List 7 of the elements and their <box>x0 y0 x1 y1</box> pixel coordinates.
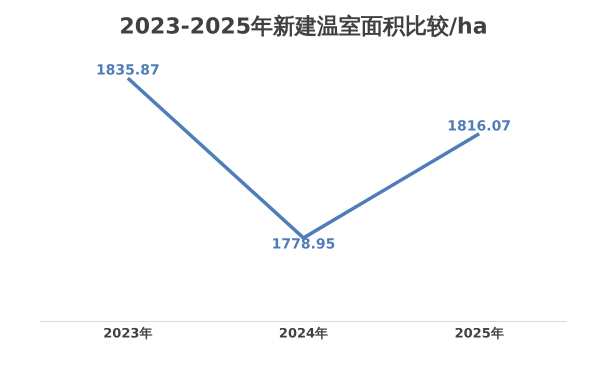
data-label: 1778.95 <box>272 236 336 252</box>
x-tick-label: 2023年 <box>103 326 152 342</box>
data-label: 1816.07 <box>447 118 512 134</box>
chart-title: 2023-2025年新建温室面积比较/ha <box>119 14 488 40</box>
x-tick-label: 2024年 <box>278 326 328 342</box>
data-label: 1835.87 <box>96 62 160 79</box>
x-tick-label: 2025年 <box>454 326 504 342</box>
